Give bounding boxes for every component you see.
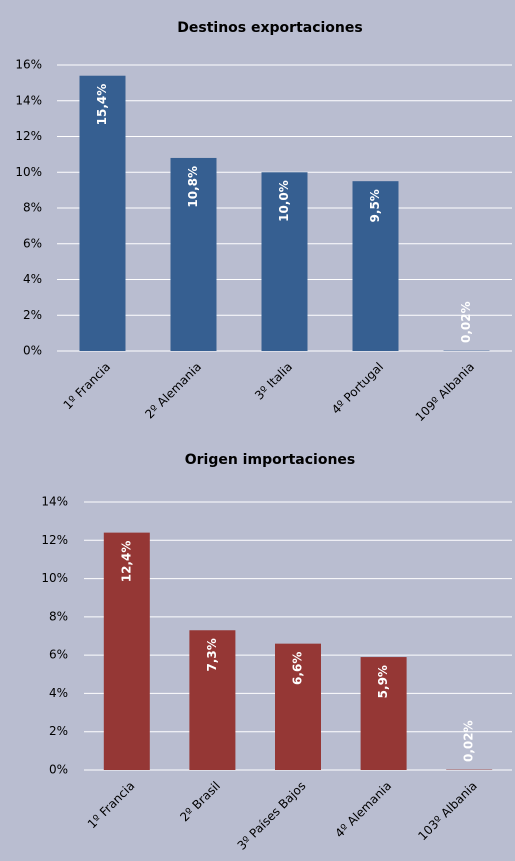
value-label: 10,8% [186, 166, 200, 208]
y-tick-label: 16% [15, 58, 42, 72]
y-tick-label: 0% [49, 763, 68, 777]
y-tick-label: 2% [23, 308, 42, 322]
chart-title: Origen importaciones [185, 452, 356, 468]
value-label: 6,6% [291, 652, 305, 685]
value-label: 0,02% [459, 301, 473, 343]
bar [170, 157, 217, 351]
y-tick-label: 10% [41, 571, 68, 585]
y-tick-label: 4% [49, 686, 68, 700]
bar [103, 532, 150, 770]
y-tick-label: 0% [23, 344, 42, 358]
y-tick-label: 6% [23, 236, 42, 250]
y-tick-label: 10% [15, 165, 42, 179]
y-tick-label: 14% [15, 93, 42, 107]
y-tick-label: 4% [23, 272, 42, 286]
y-tick-label: 8% [49, 609, 68, 623]
chart-title: Destinos exportaciones [177, 20, 362, 36]
y-tick-label: 6% [49, 648, 68, 662]
y-tick-label: 12% [41, 533, 68, 547]
y-tick-label: 8% [23, 201, 42, 215]
bar [189, 630, 236, 770]
bar [79, 75, 126, 351]
value-label: 9,5% [368, 189, 382, 222]
bar [261, 172, 308, 351]
value-label: 10,0% [277, 180, 291, 222]
y-tick-label: 14% [41, 495, 68, 509]
y-tick-label: 12% [15, 129, 42, 143]
bar [360, 657, 407, 770]
value-label: 12,4% [119, 541, 133, 583]
bar [275, 643, 321, 770]
value-label: 15,4% [95, 84, 109, 126]
value-label: 5,9% [376, 665, 390, 698]
value-label: 7,3% [205, 638, 219, 671]
value-label: 0,02% [462, 720, 476, 762]
y-tick-label: 2% [49, 724, 68, 738]
bar [352, 181, 399, 351]
